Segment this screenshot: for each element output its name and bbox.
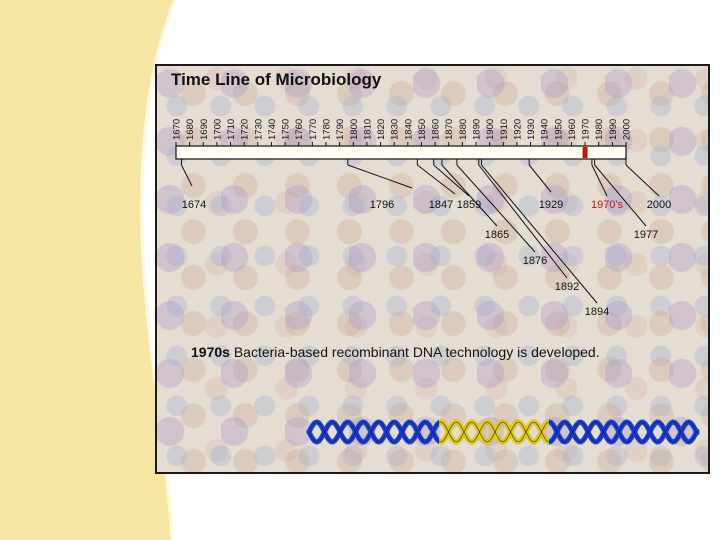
- caption-year: 1970s: [191, 344, 230, 360]
- timeline-panel: 1670 1680 1690 1700 1710 1720 1730 1740 1750 1760…: [155, 64, 710, 474]
- decade-tick-label: 1840: [403, 119, 414, 140]
- event-leader-line: [417, 164, 456, 195]
- decade-tick-label: 1980: [594, 119, 605, 140]
- event-label: 1929: [539, 199, 563, 211]
- dna-strand-outline: [308, 421, 698, 443]
- event-leader-line: [441, 164, 498, 227]
- event-label: 1876: [523, 255, 547, 267]
- event-label: 1865: [485, 229, 509, 241]
- timeline-graphic: 1670 1680 1690 1700 1710 1720 1730 1740 1750 1760…: [172, 119, 700, 445]
- decade-tick-label: 1880: [458, 119, 469, 140]
- decade-tick-label: 1910: [499, 119, 510, 140]
- decade-tick-label: 1730: [253, 119, 264, 140]
- event-leader-line: [347, 164, 413, 189]
- decade-tick-label: 1760: [294, 119, 305, 140]
- dna-strand-outline: [308, 421, 698, 443]
- decade-tick-label: 1820: [376, 119, 387, 140]
- decade-tick-label: 1950: [553, 119, 564, 140]
- decade-tick-label: 1720: [240, 119, 251, 140]
- decade-tick-label: 2000: [622, 119, 633, 140]
- event-leader-line: [481, 164, 598, 304]
- caption: 1970s Bacteria-based recombinant DNA tec…: [191, 344, 600, 360]
- event-leader-line: [478, 164, 568, 279]
- decade-tick-label: 1970: [581, 119, 592, 140]
- event-label: 1796: [370, 199, 394, 211]
- caption-text: Bacteria-based recombinant DNA technolog…: [229, 344, 600, 360]
- decade-tick-label: 1870: [444, 119, 455, 140]
- decade-tick-label: 1890: [472, 119, 483, 140]
- event-label: 1977: [634, 229, 658, 241]
- decade-tick-label: 1710: [226, 119, 237, 140]
- event-leader-line: [528, 164, 552, 193]
- event-leader-line: [625, 164, 660, 197]
- event-leader-line: [594, 164, 647, 227]
- highlighted-decade-marker: [582, 147, 588, 158]
- decade-tick-label: 1900: [485, 119, 496, 140]
- decade-tick-label: 1920: [512, 119, 523, 140]
- event-label: 2000: [647, 199, 671, 211]
- event-label: 1847: [429, 199, 453, 211]
- decade-tick-label: 1810: [362, 119, 373, 140]
- decade-tick-label: 1700: [212, 119, 223, 140]
- timeline-bar: [175, 145, 627, 160]
- decade-tick-label: 1990: [608, 119, 619, 140]
- decade-tick-label: 1850: [417, 119, 428, 140]
- decade-tick-label: 1830: [390, 119, 401, 140]
- event-leader-line: [181, 164, 193, 187]
- event-leader-line: [433, 164, 470, 197]
- event-label: 1674: [182, 199, 206, 211]
- decade-tick-label: 1680: [185, 119, 196, 140]
- event-labels: 1674 1796 1847 1859 1865 1876 1892 1894 1929 1970…: [182, 199, 671, 318]
- decade-tick-label: 1690: [199, 119, 210, 140]
- decade-tick-label: 1750: [281, 119, 292, 140]
- event-label: 1892: [555, 281, 579, 293]
- decade-ticks: 1670 1680 1690 1700 1710 1720 1730 1740 1750 1760…: [172, 119, 633, 146]
- decade-tick-label: 1930: [526, 119, 537, 140]
- event-label: 1894: [585, 306, 609, 318]
- event-leader-lines: [180, 159, 660, 304]
- event-leader-line: [591, 164, 608, 197]
- event-label: 1970's: [591, 199, 624, 211]
- decade-tick-label: 1790: [335, 119, 346, 140]
- page-title: Time Line of Microbiology: [171, 70, 382, 89]
- decade-tick-label: 1740: [267, 119, 278, 140]
- dna-helix-graphic: [306, 419, 700, 445]
- event-label: 1859: [457, 199, 481, 211]
- decade-tick-label: 1960: [567, 119, 578, 140]
- decade-tick-label: 1770: [308, 119, 319, 140]
- decade-tick-label: 1670: [172, 119, 183, 140]
- event-markers: [582, 147, 588, 158]
- decade-tick-label: 1860: [431, 119, 442, 140]
- decade-tick-label: 1780: [322, 119, 333, 140]
- decade-tick-label: 1940: [540, 119, 551, 140]
- event-leader-line: [456, 164, 536, 253]
- decade-tick-label: 1800: [349, 119, 360, 140]
